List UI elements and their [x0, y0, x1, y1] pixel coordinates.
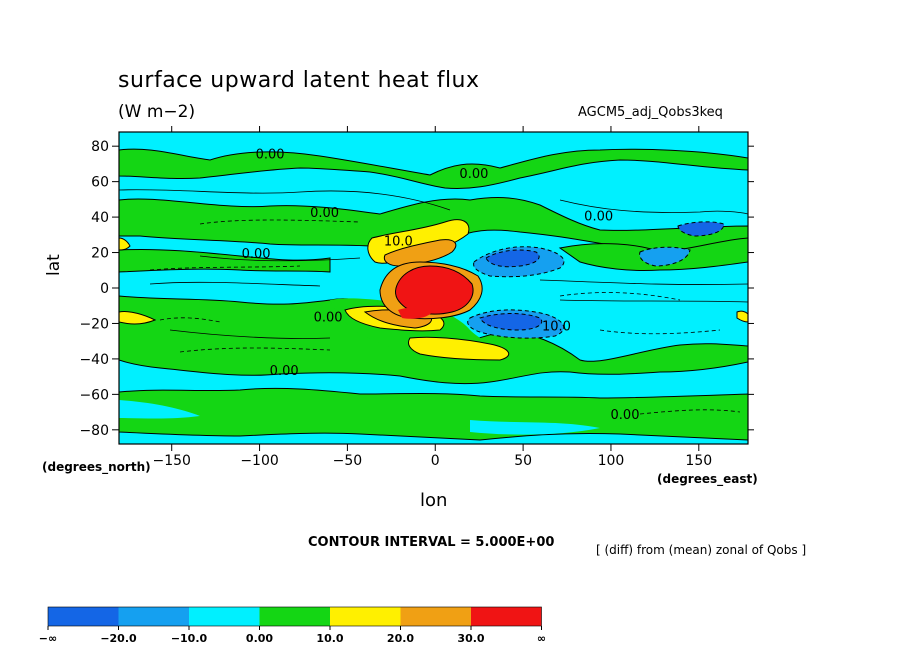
chart-units: (W m−2) — [118, 102, 196, 122]
contour-label: 0.00 — [310, 206, 339, 221]
contour-label: 0.00 — [256, 148, 285, 163]
y-tick-label: −40 — [79, 352, 109, 368]
contour-label: 0.00 — [611, 408, 640, 423]
colorbar-swatch — [48, 607, 119, 626]
colorbar-label: 20.0 — [387, 632, 414, 645]
colorbar-swatch — [118, 607, 189, 626]
colorbar-swatch — [471, 607, 542, 626]
x-units-label: (degrees_east) — [657, 472, 758, 486]
x-axis: −150 −100 −50 0 50 100 150 — [152, 126, 712, 469]
x-axis-label: lon — [420, 490, 448, 511]
contour-label: 10.0 — [384, 234, 413, 249]
contour-label: 0.00 — [270, 364, 299, 379]
x-tick-label: 100 — [598, 453, 625, 469]
colorbar-label: 30.0 — [457, 632, 484, 645]
colorbar-label: −20.0 — [100, 632, 137, 645]
colorbar-swatch — [259, 607, 330, 626]
contour-label: 10.0 — [542, 320, 571, 335]
colorbar-label: 10.0 — [316, 632, 343, 645]
y-tick-label: 40 — [91, 210, 109, 226]
contour-label: 0.00 — [459, 167, 488, 182]
colorbar-label: −10.0 — [171, 632, 208, 645]
x-tick-label: −100 — [240, 453, 278, 469]
y-tick-label: −80 — [79, 423, 109, 439]
colorbar-label: 0.00 — [246, 632, 273, 645]
y-units-label: (degrees_north) — [42, 460, 151, 474]
y-tick-label: 60 — [91, 175, 109, 191]
contour-label: 0.00 — [242, 247, 271, 262]
colorbar-legend: −∞ −20.0 −10.0 0.00 10.0 20.0 30.0 ∞ — [39, 606, 546, 645]
y-tick-label: 0 — [100, 281, 109, 297]
y-tick-label: −20 — [79, 316, 109, 332]
y-tick-label: 20 — [91, 246, 109, 262]
run-label: AGCM5_adj_Qobs3keq — [578, 105, 723, 120]
chart-title: surface upward latent heat flux — [118, 68, 480, 93]
colorbar-swatch — [189, 607, 260, 626]
colorbar-label: ∞ — [537, 632, 546, 645]
x-tick-label: 50 — [514, 453, 532, 469]
colorbar-label: −∞ — [39, 632, 57, 645]
x-tick-label: −150 — [152, 453, 190, 469]
x-tick-label: 150 — [685, 453, 712, 469]
contour-label: 0.00 — [584, 210, 613, 225]
contour-label: 0.00 — [314, 311, 343, 326]
contour-labels: 0.00 0.00 0.00 0.00 10.0 0.00 0.00 10.0 0.00 0.00 — [242, 148, 640, 424]
x-tick-label: −50 — [333, 453, 363, 469]
y-tick-label: −60 — [79, 387, 109, 403]
x-tick-label: 0 — [431, 453, 440, 469]
field-fill — [119, 132, 748, 444]
y-axis: 80 60 40 20 0 −20 −40 −60 −80 — [79, 139, 754, 439]
colorbar-swatch — [330, 607, 401, 626]
diff-label: [ (diff) from (mean) zonal of Qobs ] — [596, 543, 807, 557]
y-tick-label: 80 — [91, 139, 109, 155]
colorbar-swatch — [400, 607, 471, 626]
contour-interval-label: CONTOUR INTERVAL = 5.000E+00 — [308, 535, 555, 550]
colorbar-frame — [47, 606, 542, 627]
